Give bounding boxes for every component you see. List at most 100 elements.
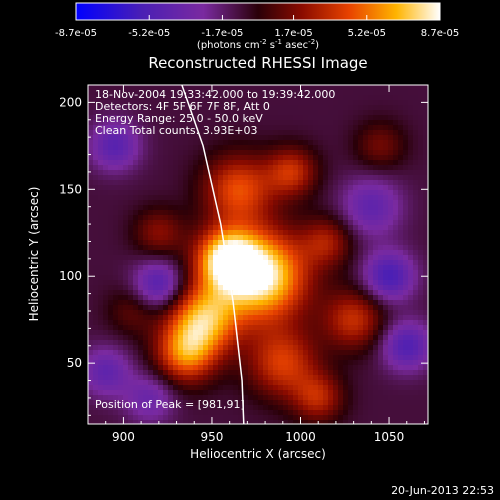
heatmap-cell — [398, 130, 404, 136]
heatmap-cell — [248, 285, 254, 291]
heatmap-cell — [108, 255, 114, 261]
heatmap-cell — [383, 120, 389, 126]
heatmap-cell — [158, 295, 164, 301]
heatmap-cell — [378, 200, 384, 206]
heatmap-cell — [418, 235, 424, 241]
heatmap-cell — [318, 315, 324, 321]
heatmap-cell — [188, 380, 194, 386]
heatmap-cell — [358, 135, 364, 141]
heatmap-cell — [328, 360, 334, 366]
heatmap-cell — [108, 180, 114, 186]
heatmap-cell — [173, 155, 179, 161]
heatmap-cell — [183, 395, 189, 401]
heatmap-cell — [208, 280, 214, 286]
heatmap-cell — [233, 405, 239, 411]
heatmap-cell — [378, 350, 384, 356]
heatmap-cell — [373, 135, 379, 141]
heatmap-cell — [393, 110, 399, 116]
heatmap-cell — [298, 350, 304, 356]
heatmap-cell — [243, 140, 249, 146]
heatmap-cell — [208, 360, 214, 366]
heatmap-cell — [383, 355, 389, 361]
heatmap-cell — [353, 410, 359, 416]
heatmap-cell — [403, 210, 409, 216]
heatmap-cell — [243, 220, 249, 226]
heatmap-cell — [398, 365, 404, 371]
heatmap-cell — [328, 350, 334, 356]
heatmap-cell — [403, 275, 409, 281]
heatmap-cell — [263, 400, 269, 406]
heatmap-cell — [178, 315, 184, 321]
heatmap-cell — [238, 315, 244, 321]
heatmap-cell — [93, 330, 99, 336]
heatmap-cell — [313, 155, 319, 161]
heatmap-cell — [258, 335, 264, 341]
heatmap-cell — [273, 145, 279, 151]
heatmap-cell — [253, 205, 259, 211]
heatmap-cell — [398, 90, 404, 96]
heatmap-cell — [243, 360, 249, 366]
heatmap-cell — [198, 140, 204, 146]
heatmap-cell — [363, 190, 369, 196]
heatmap-cell — [328, 295, 334, 301]
heatmap-cell — [373, 290, 379, 296]
heatmap-cell — [263, 265, 269, 271]
heatmap-cell — [288, 140, 294, 146]
heatmap-cell — [348, 125, 354, 131]
heatmap-cell — [263, 385, 269, 391]
heatmap-cell — [398, 160, 404, 166]
heatmap-cell — [308, 220, 314, 226]
annotation-detectors: Detectors: 4F 5F 6F 7F 8F, Att 0 — [95, 100, 270, 113]
colorbar-units-label: (photons cm-2 s-1 asec-2) — [197, 38, 319, 51]
heatmap-cell — [208, 240, 214, 246]
heatmap-cell — [328, 210, 334, 216]
heatmap-cell — [258, 135, 264, 141]
heatmap-cell — [153, 260, 159, 266]
heatmap-cell — [403, 345, 409, 351]
heatmap-cell — [413, 370, 419, 376]
heatmap-cell — [103, 360, 109, 366]
heatmap-cell — [243, 250, 249, 256]
heatmap-cell — [378, 165, 384, 171]
heatmap-cell — [303, 360, 309, 366]
heatmap-cell — [93, 90, 99, 96]
heatmap-cell — [233, 380, 239, 386]
heatmap-cell — [218, 215, 224, 221]
heatmap-cell — [183, 305, 189, 311]
heatmap-cell — [93, 190, 99, 196]
heatmap-cell — [198, 320, 204, 326]
heatmap-cell — [378, 390, 384, 396]
heatmap-cell — [108, 275, 114, 281]
heatmap-cell — [238, 330, 244, 336]
heatmap-cell — [253, 420, 259, 424]
heatmap-cell — [143, 195, 149, 201]
heatmap-cell — [133, 395, 139, 401]
heatmap-cell — [353, 415, 359, 421]
heatmap-cell — [88, 165, 94, 171]
heatmap-cell — [268, 380, 274, 386]
heatmap-cell — [253, 265, 259, 271]
heatmap-cell — [328, 190, 334, 196]
heatmap-cell — [248, 350, 254, 356]
heatmap-cell — [263, 110, 269, 116]
heatmap-cell — [348, 95, 354, 101]
heatmap-cell — [363, 310, 369, 316]
heatmap-cell — [308, 265, 314, 271]
heatmap-cell — [118, 415, 124, 421]
heatmap-cell — [378, 330, 384, 336]
heatmap-cell — [163, 400, 169, 406]
heatmap-cell — [258, 180, 264, 186]
heatmap-cell — [173, 365, 179, 371]
heatmap-cell — [368, 250, 374, 256]
heatmap-cell — [288, 220, 294, 226]
heatmap-cell — [338, 115, 344, 121]
heatmap-cell — [253, 310, 259, 316]
colorbar-tick-label: 8.7e-05 — [421, 28, 459, 39]
heatmap-cell — [233, 205, 239, 211]
heatmap-cell — [318, 345, 324, 351]
heatmap-cell — [128, 340, 134, 346]
heatmap-cell — [198, 280, 204, 286]
heatmap-cell — [98, 85, 104, 91]
heatmap-cell — [173, 125, 179, 131]
heatmap-cell — [318, 290, 324, 296]
